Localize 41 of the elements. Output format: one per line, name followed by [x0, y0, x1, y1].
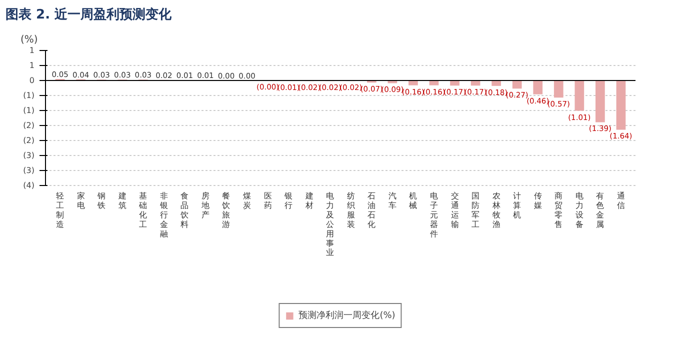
y-tick-label: (2): [23, 121, 35, 130]
x-tick-label: 电力及公用事业: [326, 192, 334, 258]
x-tick-label: 非银行金融: [158, 192, 168, 238]
legend-label: 预测净利润一周变化(%): [298, 310, 396, 322]
y-tick-label: 0: [29, 76, 35, 85]
chart-title: 图表 2. 近一周盈利预测变化: [6, 6, 173, 22]
x-tick-label: 食品饮料: [180, 192, 189, 229]
x-tick-label: 轻工制造: [56, 192, 64, 229]
y-tick-label: 1: [29, 61, 35, 70]
x-tick-label: 汽车: [388, 192, 396, 210]
x-tick-label: 传媒: [534, 192, 542, 210]
x-tick-label: 有色金属: [596, 192, 604, 229]
x-tick-label: 银行: [284, 192, 293, 210]
x-tick-label: 机械: [409, 192, 418, 210]
y-tick-label: (1): [23, 106, 35, 115]
y-tick-label: (3): [23, 151, 35, 160]
x-tick-label: 基础化工: [138, 192, 148, 229]
y-tick-label: 1: [29, 46, 35, 55]
x-tick-label: 纺织服装: [346, 192, 355, 229]
x-tick-label: 建筑: [117, 192, 126, 210]
x-tick-label: 医药: [264, 192, 272, 210]
x-tick-label: 国防军工: [472, 192, 480, 229]
y-tick-label: (4): [23, 181, 35, 190]
x-tick-label: 房地产: [200, 192, 210, 220]
x-tick-label: 农林牧渔: [491, 192, 500, 229]
x-tick-label: 电力设备: [575, 192, 584, 229]
x-tick-label: 石油石化: [368, 192, 376, 229]
y-tick-label: (3): [23, 166, 35, 175]
x-tick-label: 餐饮旅游: [221, 192, 230, 229]
y-axis-title: (%): [20, 34, 38, 46]
x-tick-label: 钢铁: [96, 192, 106, 210]
x-tick-label: 建材: [304, 192, 314, 210]
y-tick-label: (2): [23, 136, 35, 145]
x-tick-label: 交通运输: [450, 192, 459, 229]
x-tick-label: 家电: [76, 192, 85, 210]
x-tick-label: 煤炭: [243, 192, 252, 210]
x-tick-label: 通信: [616, 192, 625, 210]
y-tick-label: (1): [23, 91, 35, 100]
x-tick-label: 电子元器件: [430, 192, 438, 238]
x-tick-label: 计算机: [513, 192, 522, 220]
x-tick-label: 商贸零售: [554, 192, 563, 229]
